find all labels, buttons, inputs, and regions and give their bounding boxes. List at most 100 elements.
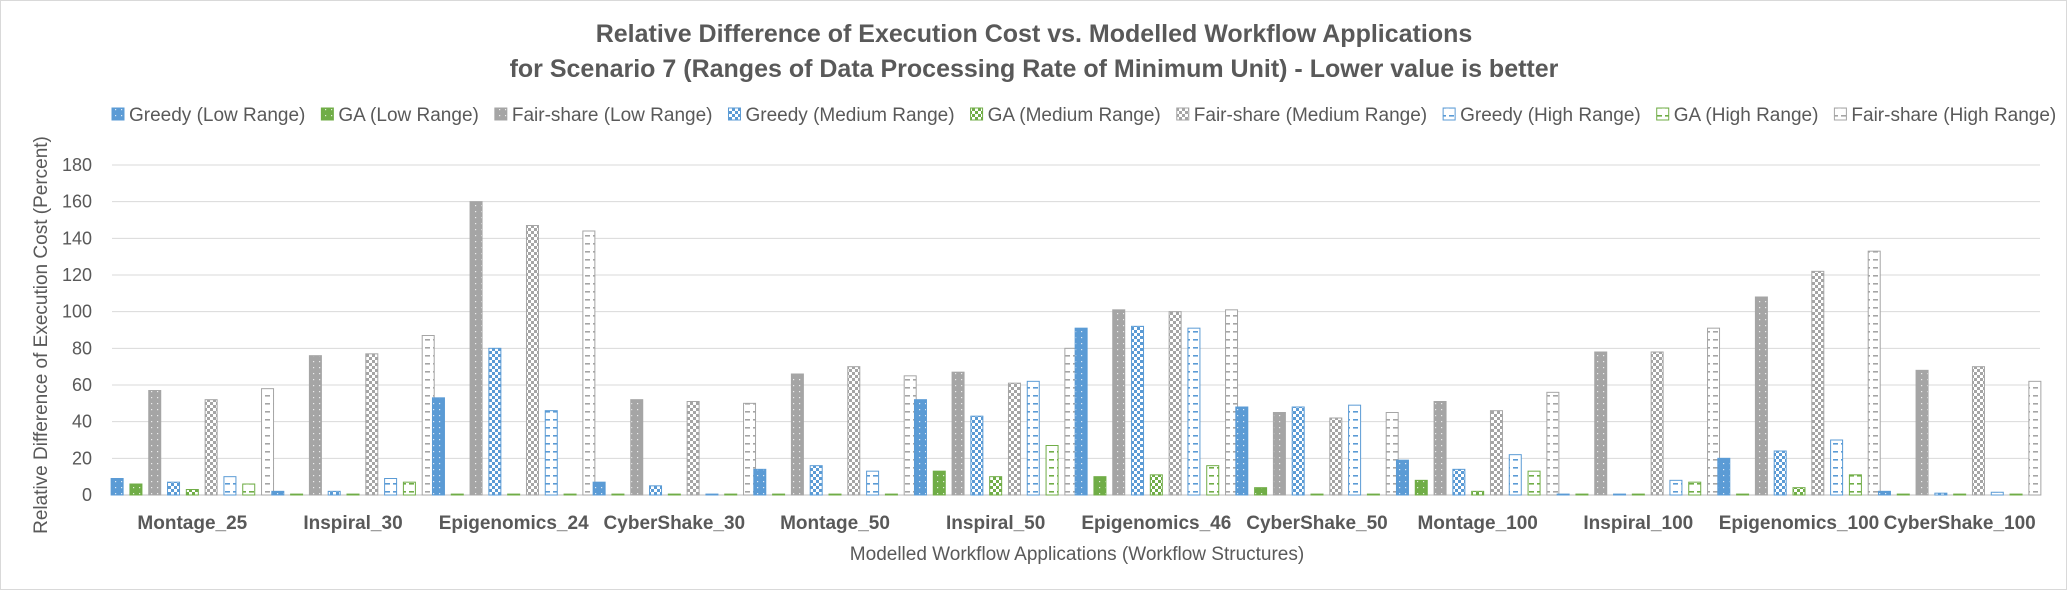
bar	[753, 468, 767, 496]
legend-label: Fair-share (Low Range)	[512, 105, 713, 126]
legend-label: Fair-share (Medium Range)	[1194, 105, 1427, 126]
bar	[1688, 481, 1702, 496]
bar	[1235, 406, 1249, 496]
bar	[1366, 493, 1380, 496]
y-axis-title: Relative Difference of Execution Cost (P…	[31, 136, 52, 534]
bar	[544, 410, 558, 496]
bar	[1254, 487, 1268, 496]
bar	[402, 481, 416, 496]
bar	[1915, 369, 1929, 496]
bar	[308, 355, 322, 496]
bar	[1792, 487, 1806, 496]
legend-label: GA (Low Range)	[338, 105, 478, 126]
bar	[1168, 311, 1182, 496]
bar	[1594, 351, 1608, 496]
bar	[1830, 439, 1844, 496]
x-tick-label: Epigenomics_100	[1719, 513, 1880, 534]
y-tick-label: 60	[72, 375, 92, 395]
bar	[1990, 491, 2004, 496]
bar	[1707, 327, 1721, 496]
bar	[913, 399, 927, 496]
y-tick-label: 20	[72, 448, 92, 468]
bar	[1717, 457, 1731, 496]
y-tick-label: 180	[62, 155, 92, 175]
bar	[1007, 382, 1021, 496]
legend-swatch	[1176, 107, 1190, 121]
bar	[611, 493, 625, 496]
legend-label: Greedy (Medium Range)	[745, 105, 954, 126]
x-tick-label: Montage_25	[137, 513, 247, 534]
bar	[705, 493, 719, 496]
y-tick-label: 0	[82, 485, 92, 505]
bar	[384, 478, 398, 496]
bar	[1272, 412, 1286, 496]
bar	[1329, 417, 1343, 496]
legend-swatch	[1656, 107, 1670, 121]
bar	[1877, 490, 1891, 496]
bar	[327, 490, 341, 496]
x-axis-categories: Montage_25 Inspiral_30 Epigenomics_24 Cyber…	[137, 513, 2035, 534]
bar	[1556, 493, 1570, 496]
legend-swatch	[1442, 107, 1456, 121]
legend-swatch	[727, 107, 741, 121]
bar	[1471, 490, 1485, 496]
bar	[951, 371, 965, 496]
legend-label: Greedy (Low Range)	[129, 105, 305, 126]
bar	[790, 373, 804, 496]
x-tick-label: Epigenomics_24	[439, 513, 589, 534]
y-tick-label: 140	[62, 228, 92, 248]
bar	[1206, 465, 1220, 496]
bar	[1811, 270, 1825, 496]
bar	[1187, 327, 1201, 496]
bar	[488, 347, 502, 496]
bar	[148, 390, 162, 496]
bar	[772, 493, 786, 496]
bar	[1149, 474, 1163, 496]
bar	[847, 366, 861, 496]
chart-subtitle: for Scenario 7 (Ranges of Data Processin…	[510, 55, 1559, 83]
x-tick-label: CyberShake_100	[1884, 513, 2036, 534]
x-tick-label: Epigenomics_46	[1081, 513, 1231, 534]
bar	[1433, 401, 1447, 496]
bar	[365, 353, 379, 496]
bar	[1508, 454, 1522, 496]
y-tick-label: 40	[72, 412, 92, 432]
bar	[1773, 450, 1787, 496]
bar	[743, 402, 757, 496]
x-tick-label: CyberShake_50	[1246, 513, 1388, 534]
bar	[1650, 351, 1664, 496]
x-axis-title: Modelled Workflow Applications (Workflow…	[850, 544, 1304, 565]
bar	[649, 485, 663, 496]
bar	[242, 483, 256, 496]
bar	[667, 493, 681, 496]
bar	[1613, 493, 1627, 496]
bar	[271, 490, 285, 496]
bar	[563, 493, 577, 496]
bar	[1669, 479, 1683, 496]
bar	[989, 476, 1003, 496]
y-tick-label: 100	[62, 302, 92, 322]
bar	[507, 493, 521, 496]
bar	[932, 470, 946, 496]
bar	[1452, 468, 1466, 496]
bar	[431, 397, 445, 496]
y-tick-label: 120	[62, 265, 92, 285]
bar	[469, 201, 483, 496]
bar	[582, 230, 596, 496]
bar	[1953, 493, 1967, 496]
bar	[686, 401, 700, 496]
x-tick-label: CyberShake_30	[604, 513, 746, 534]
bar	[884, 493, 898, 496]
bar	[1074, 327, 1088, 496]
bar	[1489, 410, 1503, 496]
x-tick-label: Montage_100	[1417, 513, 1537, 534]
bar	[1754, 296, 1768, 496]
bar	[1631, 493, 1645, 496]
bar	[809, 465, 823, 496]
bar	[970, 415, 984, 496]
bar	[2009, 493, 2023, 496]
bar	[1112, 309, 1126, 496]
legend-label: GA (High Range)	[1674, 105, 1819, 126]
